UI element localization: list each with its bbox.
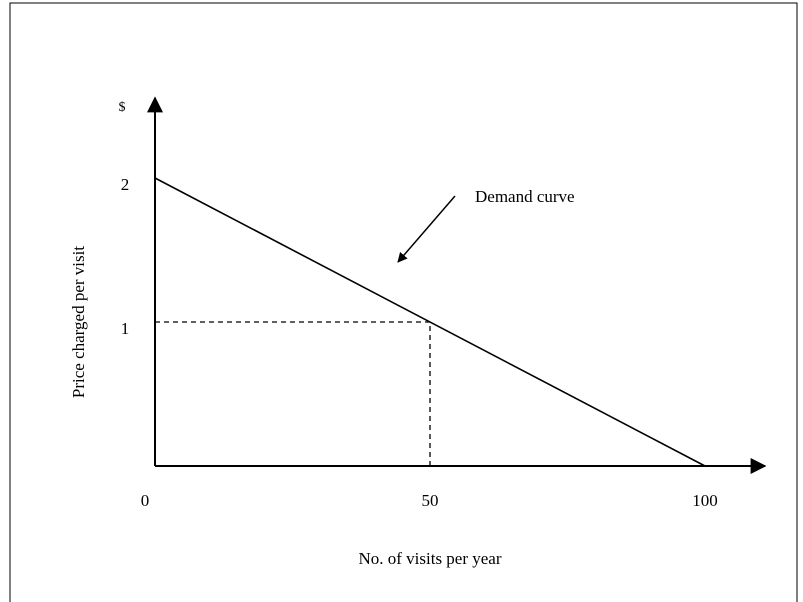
frame xyxy=(9,2,798,602)
x-tick-label: 0 xyxy=(141,491,150,510)
demand-line xyxy=(154,177,706,467)
y-tick-label: 2 xyxy=(121,175,130,194)
reference-lines xyxy=(155,321,431,466)
x-axis-label: No. of visits per year xyxy=(358,549,501,568)
x-tick-label: 50 xyxy=(422,491,439,510)
annotation: Demand curve xyxy=(475,187,575,206)
annotation-arrow xyxy=(397,195,456,263)
y-axis-label: Price charged per visit xyxy=(69,246,88,398)
y-unit: $ xyxy=(119,100,126,115)
y-tick-label: 1 xyxy=(121,319,130,338)
x-tick-label: 100 xyxy=(692,491,718,510)
